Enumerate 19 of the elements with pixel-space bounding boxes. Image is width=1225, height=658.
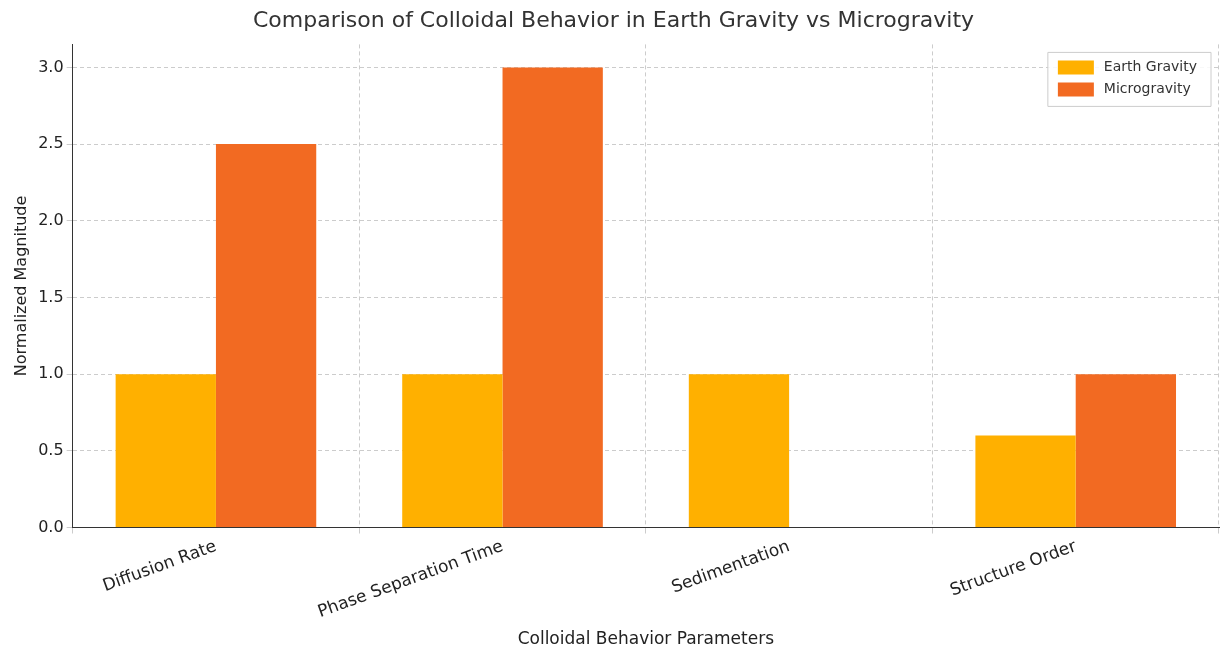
y-tick-label: 3.0	[38, 56, 64, 76]
chart-title: Comparison of Colloidal Behavior in Earth Gravity vs Microgravity	[252, 6, 975, 32]
legend-label: Microgravity	[1103, 80, 1191, 97]
y-axis-title: Normalized Magnitude	[10, 195, 30, 377]
y-tick-label: 1.5	[38, 286, 64, 306]
bar	[402, 374, 503, 528]
y-tick-label: 1.0	[38, 363, 64, 383]
bar	[502, 67, 603, 528]
bar	[975, 435, 1076, 528]
bar	[688, 374, 790, 528]
y-tick-label: 2.0	[38, 209, 64, 229]
y-tick-label: 2.5	[38, 133, 64, 153]
y-tick-label: 0.0	[38, 516, 64, 536]
bar	[115, 374, 216, 528]
bar	[1075, 374, 1177, 528]
legend-label: Earth Gravity	[1103, 58, 1198, 75]
bar	[215, 144, 317, 528]
x-axis-title: Colloidal Behavior Parameters	[517, 628, 775, 649]
y-tick-label: 0.5	[38, 440, 64, 459]
